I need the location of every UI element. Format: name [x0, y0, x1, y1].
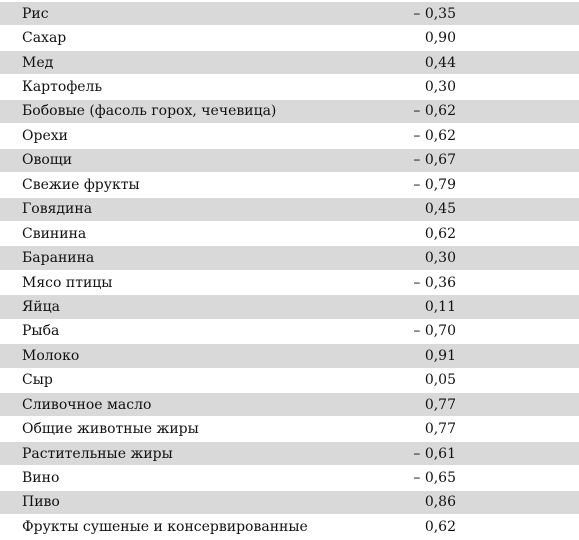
table-row: Яйца 0,11: [0, 295, 579, 320]
food-value: 0,90: [424, 30, 456, 47]
table-row: Растительные жиры – 0,61: [0, 441, 579, 467]
food-name: Овощи: [22, 152, 73, 169]
table-row: Бобовые (фасоль горох, чечевица) – 0,62: [0, 99, 579, 125]
food-value: 0,62: [424, 518, 456, 535]
food-value: 0,05: [424, 372, 456, 389]
food-value: 0,86: [424, 494, 456, 511]
food-value: – 0,35: [413, 5, 456, 22]
food-name: Рыба: [22, 323, 60, 340]
table-row: Сливочное масло 0,77: [0, 393, 579, 418]
table-row: Пиво 0,86: [0, 490, 579, 516]
food-name: Мед: [22, 54, 54, 71]
food-name: Молоко: [22, 347, 80, 364]
food-value: 0,11: [424, 298, 456, 315]
table-row: Мед 0,44: [0, 50, 579, 76]
food-name: Рис: [22, 5, 49, 22]
table-row: Сахар 0,90: [0, 26, 579, 51]
food-value: 0,91: [424, 347, 456, 364]
table-row: Овощи – 0,67: [0, 148, 579, 174]
table-row: Говядина 0,45: [0, 197, 579, 222]
food-value: – 0,36: [413, 274, 456, 291]
table-row: Свежие фрукты – 0,79: [0, 173, 579, 198]
table-row: Фрукты сушеные и консервированные 0,62: [0, 515, 579, 540]
food-name: Сливочное масло: [22, 396, 152, 413]
food-name: Сыр: [22, 372, 53, 389]
food-name: Картофель: [22, 79, 103, 96]
table-row: Свинина 0,62: [0, 221, 579, 247]
food-value: 0,77: [424, 421, 456, 438]
food-name: Сахар: [22, 30, 67, 47]
food-value: – 0,61: [413, 445, 456, 462]
food-name: Бобовые (фасоль горох, чечевица): [22, 103, 277, 120]
food-name: Свинина: [22, 225, 87, 242]
food-name: Свежие фрукты: [22, 176, 140, 193]
food-value: 0,44: [424, 54, 456, 71]
food-value: – 0,67: [413, 152, 456, 169]
food-value: – 0,65: [413, 470, 456, 487]
food-name: Баранина: [22, 250, 95, 267]
food-name: Растительные жиры: [22, 445, 173, 462]
food-name: Фрукты сушеные и консервированные: [22, 518, 308, 535]
table-row: Сыр 0,05: [0, 368, 579, 393]
food-name: Пиво: [22, 494, 60, 511]
food-value: – 0,70: [413, 323, 456, 340]
table-row: Рыба – 0,70: [0, 319, 579, 345]
food-name: Орехи: [22, 127, 68, 144]
table-row: Орехи – 0,62: [0, 124, 579, 149]
food-name: Вино: [22, 470, 60, 487]
food-value: 0,45: [424, 201, 456, 218]
food-value: – 0,79: [413, 176, 456, 193]
table-row: Вино – 0,65: [0, 466, 579, 491]
table-row: Рис – 0,35: [0, 2, 579, 27]
food-value: 0,62: [424, 225, 456, 242]
table-row: Картофель 0,30: [0, 75, 579, 100]
food-name: Общие животные жиры: [22, 421, 199, 438]
food-value: 0,30: [424, 250, 456, 267]
food-name: Мясо птицы: [22, 274, 113, 291]
food-value: – 0,62: [413, 103, 456, 120]
table-row: Общие животные жиры 0,77: [0, 417, 579, 442]
table-row: Баранина 0,30: [0, 246, 579, 271]
table-row: Мясо птицы – 0,36: [0, 270, 579, 296]
food-value: 0,30: [424, 79, 456, 96]
food-value: 0,77: [424, 396, 456, 413]
table-row: Молоко 0,91: [0, 344, 579, 369]
food-name: Яйца: [22, 298, 60, 315]
food-value: – 0,62: [413, 127, 456, 144]
food-name: Говядина: [22, 201, 93, 218]
